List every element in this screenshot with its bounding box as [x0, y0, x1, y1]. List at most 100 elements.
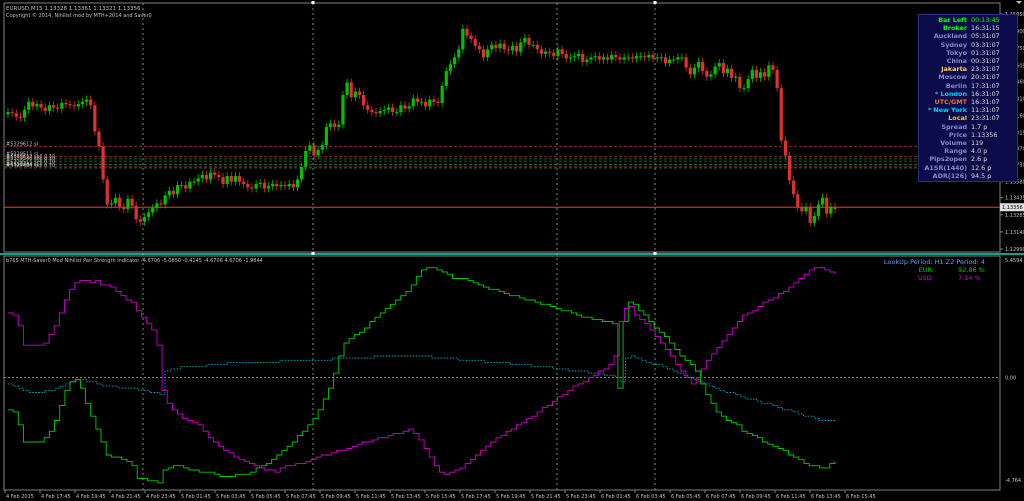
candle-body	[221, 177, 225, 184]
info-row: Auckland 05:31:07	[919, 32, 1017, 40]
candle-body	[792, 180, 796, 195]
candle-body	[213, 172, 217, 175]
info-row-label: * New York	[927, 106, 967, 115]
candle-body	[217, 174, 221, 178]
candle-body	[89, 99, 93, 106]
info-row-value: 01:31:07	[971, 48, 1000, 57]
info-row-label: China	[946, 57, 967, 65]
y-tick-label: 1.13435	[1005, 196, 1024, 202]
candle-body	[242, 181, 246, 184]
current-price-marker	[1000, 203, 1024, 212]
candle-body	[341, 94, 345, 125]
candle-body	[316, 149, 320, 156]
info-row-value: 17:31:07	[971, 81, 1000, 90]
time-marker	[653, 1, 657, 4]
time-label: 5 Feb 13:45	[391, 494, 421, 500]
info-row-label: UTC/GMT	[934, 98, 967, 106]
candle-body	[738, 76, 742, 89]
candle-body	[684, 57, 688, 68]
candle-body	[461, 28, 465, 50]
candle-body	[333, 123, 337, 127]
candle-body	[27, 101, 31, 110]
lookup-period-label: LookUp Period: H1 Z2 Period: 4	[884, 258, 985, 266]
candle-body	[345, 82, 349, 95]
order-label: #5329511 sell 0.10	[6, 160, 55, 166]
candle-body	[655, 57, 659, 59]
candle-body	[486, 49, 490, 58]
info-panel: Bar Left 00:13:45 Broker 16:31:15 Auckland 05…	[918, 14, 1018, 182]
time-label: 4 Feb 19:45	[76, 494, 106, 500]
candle-body	[523, 37, 527, 43]
candle-body	[469, 35, 473, 40]
candle-body	[531, 44, 535, 46]
time-label: 4 Feb 17:45	[41, 494, 71, 500]
candle-body	[395, 112, 399, 114]
usd-label: USD:	[918, 274, 934, 282]
candle-body	[419, 101, 424, 103]
time-marker	[311, 1, 315, 4]
candle-body	[696, 61, 701, 68]
info-row-label: Moscow	[938, 73, 967, 82]
candle-body	[155, 203, 159, 208]
time-label: 6 Feb 05:45	[671, 494, 701, 500]
info-row-value: 23:31:07	[971, 114, 1000, 123]
candle-body	[527, 37, 531, 45]
time-marker	[311, 252, 315, 255]
candle-body	[349, 82, 353, 98]
candle-body	[233, 175, 238, 182]
info-row-value: 119	[971, 139, 984, 147]
candle-body	[80, 101, 85, 105]
candle-body	[820, 197, 825, 205]
candle-body	[328, 123, 333, 127]
y-tick-label: 1.12990	[1005, 247, 1024, 253]
time-label: 5 Feb 03:45	[216, 494, 246, 500]
symbol-header: EURUSD,M15 1.13328 1.13361 1.13321 1.133…	[6, 6, 141, 12]
time-label: 6 Feb 11:45	[776, 494, 806, 500]
eur-strength-line	[8, 267, 836, 484]
candle-body	[382, 109, 386, 111]
candle-body	[200, 174, 204, 179]
candle-body	[713, 66, 717, 75]
copyright-text: Copyright © 2014, Nihilist mod by MTH+20…	[6, 12, 152, 19]
candle-body	[436, 101, 440, 103]
candle-body	[771, 65, 775, 70]
candle-body	[275, 183, 279, 187]
candle-body	[444, 71, 448, 86]
candle-body	[585, 59, 589, 62]
indicator-title: b765 MTH-Saver0 Mod Nihilist Pair Streng…	[6, 258, 263, 264]
time-label: 5 Feb 21:45	[531, 494, 561, 500]
candle-body	[374, 112, 378, 114]
candle-body	[64, 102, 68, 105]
info-row: Tokyo 01:31:07	[919, 49, 1017, 57]
candle-body	[477, 45, 481, 50]
candle-body	[56, 107, 60, 109]
candle-body	[151, 207, 155, 213]
candle-body	[564, 53, 568, 59]
candle-body	[192, 181, 196, 183]
time-label: 5 Feb 15:45	[426, 494, 456, 500]
candle-body	[262, 182, 266, 189]
info-row: Sydney 03:31:07	[919, 41, 1017, 49]
candle-body	[779, 88, 783, 141]
current-price-label: 1.13356	[1002, 205, 1023, 211]
candle-body	[763, 72, 767, 77]
candle-body	[560, 49, 564, 54]
info-row: Volume 119	[919, 139, 1017, 147]
candle-body	[271, 183, 275, 187]
candle-body	[312, 145, 316, 156]
candle-body	[639, 56, 643, 58]
time-label: 5 Feb 09:45	[321, 494, 351, 500]
candle-body	[730, 68, 734, 78]
info-row: ADR(126) 94.5 p	[919, 172, 1017, 180]
candle-body	[39, 104, 43, 108]
candle-body	[647, 55, 651, 58]
info-row: Jakarta 23:31:07	[919, 65, 1017, 73]
info-row-value: 1.7 p	[971, 122, 988, 131]
time-label: 4 Feb 21:45	[111, 494, 141, 500]
candle-body	[142, 217, 147, 222]
time-label: 5 Feb 05:45	[251, 494, 281, 500]
time-label: 6 Feb 09:45	[741, 494, 771, 500]
candle-body	[610, 55, 614, 60]
